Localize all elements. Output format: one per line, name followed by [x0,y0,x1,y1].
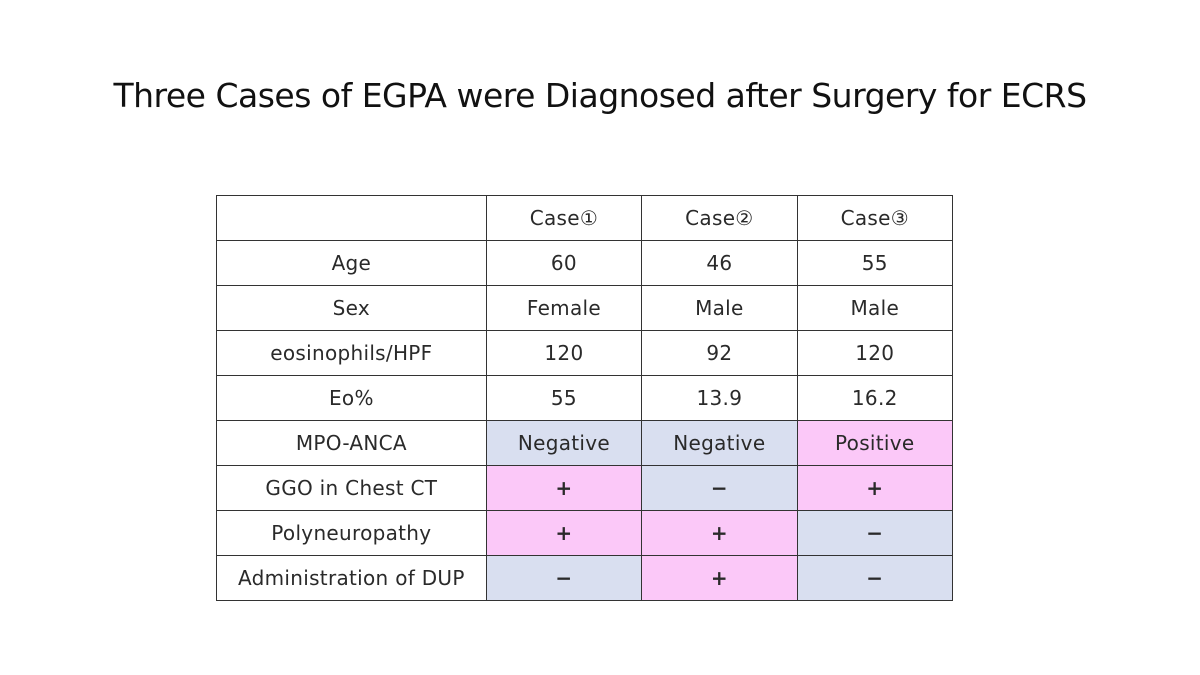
table-cell: Male [641,285,798,331]
row-label: Eo% [216,375,487,421]
sign-cell: + [641,555,798,601]
table-cell: Male [796,285,954,331]
row-label: Polyneuropathy [216,510,487,556]
table-row-sex: Sex Female Male Male [216,285,954,331]
sign-cell: − [796,510,954,556]
table-cell: 16.2 [796,375,954,421]
table-cell: 46 [641,240,798,286]
table-row-ggo: GGO in Chest CT + − + [216,465,954,511]
header-case-3: Case③ [796,195,954,241]
table-cell: Positive [796,420,954,466]
header-corner-cell [216,195,487,241]
sign-cell: − [485,555,643,601]
sign-cell: + [485,510,643,556]
table-cell: 13.9 [641,375,798,421]
table-row-dup: Administration of DUP − + − [216,555,954,601]
sign-cell: + [485,465,643,511]
table-row-age: Age 60 46 55 [216,240,954,286]
row-label: GGO in Chest CT [216,465,487,511]
row-label: MPO-ANCA [216,420,487,466]
sign-cell: + [796,465,954,511]
table-cell: 55 [796,240,954,286]
table-row-eosinophils: eosinophils/HPF 120 92 120 [216,330,954,376]
table-cell: 60 [485,240,643,286]
header-case-2: Case② [641,195,798,241]
table-cell: 120 [796,330,954,376]
table-row-polyneuropathy: Polyneuropathy + + − [216,510,954,556]
sign-cell: + [641,510,798,556]
row-label: Administration of DUP [216,555,487,601]
sign-cell: − [641,465,798,511]
table-cell: 120 [485,330,643,376]
table-cell: Female [485,285,643,331]
table-cell: 92 [641,330,798,376]
row-label: eosinophils/HPF [216,330,487,376]
sign-cell: − [796,555,954,601]
table-cell: Negative [641,420,798,466]
row-label: Sex [216,285,487,331]
case-comparison-table: Case① Case② Case③ Age 60 46 55 Sex Femal… [216,195,954,601]
table-cell: 55 [485,375,643,421]
header-case-1: Case① [485,195,643,241]
table-cell: Negative [485,420,643,466]
row-label: Age [216,240,487,286]
table-row-mpo-anca: MPO-ANCA Negative Negative Positive [216,420,954,466]
table-header-row: Case① Case② Case③ [216,195,954,241]
slide-title: Three Cases of EGPA were Diagnosed after… [113,76,1087,115]
table-row-eo-percent: Eo% 55 13.9 16.2 [216,375,954,421]
